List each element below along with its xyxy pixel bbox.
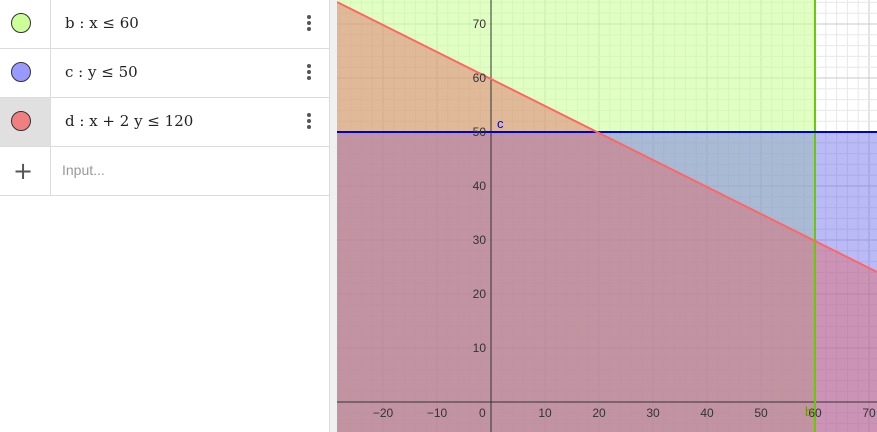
x-tick-label: 60 — [808, 406, 822, 420]
boundary-lines — [337, 0, 877, 432]
expression-d[interactable]: d : x + 2 y ≤ 120 — [65, 112, 194, 130]
x-tick-label: 30 — [646, 406, 660, 420]
visibility-toggle-d[interactable] — [11, 111, 31, 131]
plus-icon[interactable]: + — [13, 157, 34, 185]
y-tick-label: 50 — [473, 125, 487, 139]
x-tick-label: 0 — [479, 406, 486, 420]
region-d[interactable] — [337, 2, 877, 432]
x-tick-labels: −20 −10 0 10 20 30 40 50 60 70 — [373, 406, 876, 420]
graphics-view[interactable]: −20 −10 0 10 20 30 40 50 60 70 10 20 30 40 50 60 70 c b — [337, 0, 877, 432]
expression-c[interactable]: c : y ≤ 50 — [65, 63, 138, 81]
input-bar[interactable]: Input... — [62, 162, 105, 178]
region-b[interactable] — [337, 0, 815, 432]
x-tick-label: 70 — [862, 406, 876, 420]
marble-cell — [0, 0, 51, 48]
axes — [337, 0, 877, 432]
y-tick-label: 70 — [473, 17, 487, 31]
y-tick-label: 60 — [473, 71, 487, 85]
x-tick-label: −20 — [373, 406, 394, 420]
algebra-item-b[interactable]: b : x ≤ 60 — [0, 0, 329, 49]
x-tick-label: 40 — [700, 406, 714, 420]
y-tick-label: 10 — [473, 341, 487, 355]
input-row[interactable]: + Input... — [0, 147, 329, 196]
x-tick-label: 50 — [754, 406, 768, 420]
label-c: c — [497, 116, 504, 131]
more-options-icon[interactable] — [306, 63, 312, 83]
visibility-toggle-c[interactable] — [11, 62, 31, 82]
algebra-item-d[interactable]: d : x + 2 y ≤ 120 — [0, 98, 329, 147]
y-tick-label: 40 — [473, 179, 487, 193]
more-options-icon[interactable] — [306, 14, 312, 34]
inequality-regions — [337, 0, 877, 432]
marble-cell — [0, 98, 51, 146]
y-tick-label: 30 — [473, 233, 487, 247]
y-tick-label: 20 — [473, 287, 487, 301]
marble-cell: + — [0, 147, 51, 195]
line-d[interactable] — [337, 1, 877, 273]
label-b: b — [805, 404, 812, 419]
x-tick-label: 10 — [538, 406, 552, 420]
algebra-view: b : x ≤ 60 c : y ≤ 50 d : x + 2 y ≤ 120 … — [0, 0, 329, 432]
marble-cell — [0, 49, 51, 97]
algebra-item-c[interactable]: c : y ≤ 50 — [0, 49, 329, 98]
y-tick-labels: 10 20 30 40 50 60 70 — [473, 17, 487, 355]
graphics-canvas[interactable]: −20 −10 0 10 20 30 40 50 60 70 10 20 30 40 50 60 70 c b — [337, 0, 877, 432]
region-c[interactable] — [337, 132, 877, 432]
more-options-icon[interactable] — [306, 112, 312, 132]
expression-b[interactable]: b : x ≤ 60 — [65, 14, 139, 32]
visibility-toggle-b[interactable] — [11, 13, 31, 33]
x-tick-label: 20 — [592, 406, 606, 420]
x-tick-label: −10 — [427, 406, 448, 420]
view-divider[interactable] — [329, 0, 337, 432]
